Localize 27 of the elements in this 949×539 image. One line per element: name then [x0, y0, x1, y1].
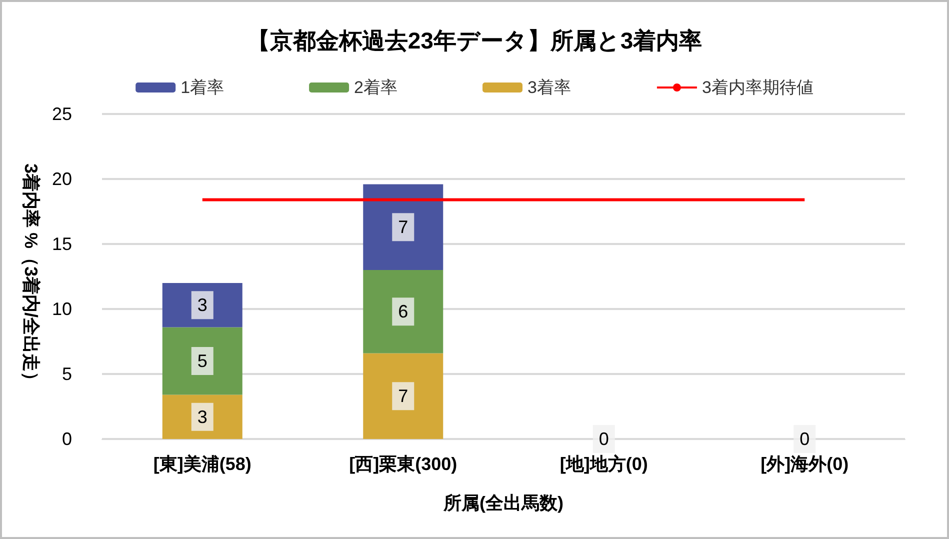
y-tick-label: 10	[52, 299, 72, 319]
legend-label: 2着率	[354, 78, 398, 97]
x-tick-label: [東]美浦(58)	[153, 454, 252, 474]
x-tick-label: [地]地方(0)	[560, 454, 648, 474]
chart-title: 【京都金杯過去23年データ】所属と3着内率	[246, 28, 702, 54]
legend-label: 1着率	[180, 78, 224, 97]
data-label: 6	[398, 302, 408, 322]
x-tick-label: [外]海外(0)	[760, 454, 849, 474]
x-axis-title: 所属(全出馬数)	[442, 493, 564, 513]
data-label: 5	[197, 351, 208, 371]
data-label: 7	[398, 386, 408, 406]
data-label: 3	[197, 406, 208, 427]
bar	[363, 353, 444, 439]
y-tick-label: 5	[62, 364, 72, 384]
legend-label: 3着率	[528, 78, 571, 97]
bar	[363, 270, 444, 354]
y-axis-title: 3着内率 %（3着内/全出走）	[21, 163, 41, 390]
y-tick-label: 20	[52, 169, 72, 189]
y-tick-label: 0	[62, 429, 72, 449]
y-tick-label: 15	[52, 234, 72, 254]
data-label: 0	[800, 429, 810, 449]
data-label: 3	[197, 295, 208, 316]
data-label: 7	[398, 217, 408, 238]
x-tick-label: [西]栗東(300)	[349, 454, 458, 474]
y-tick-label: 25	[52, 104, 72, 124]
data-label: 0	[598, 429, 609, 449]
legend-label: 3着内率期待値	[702, 78, 814, 97]
